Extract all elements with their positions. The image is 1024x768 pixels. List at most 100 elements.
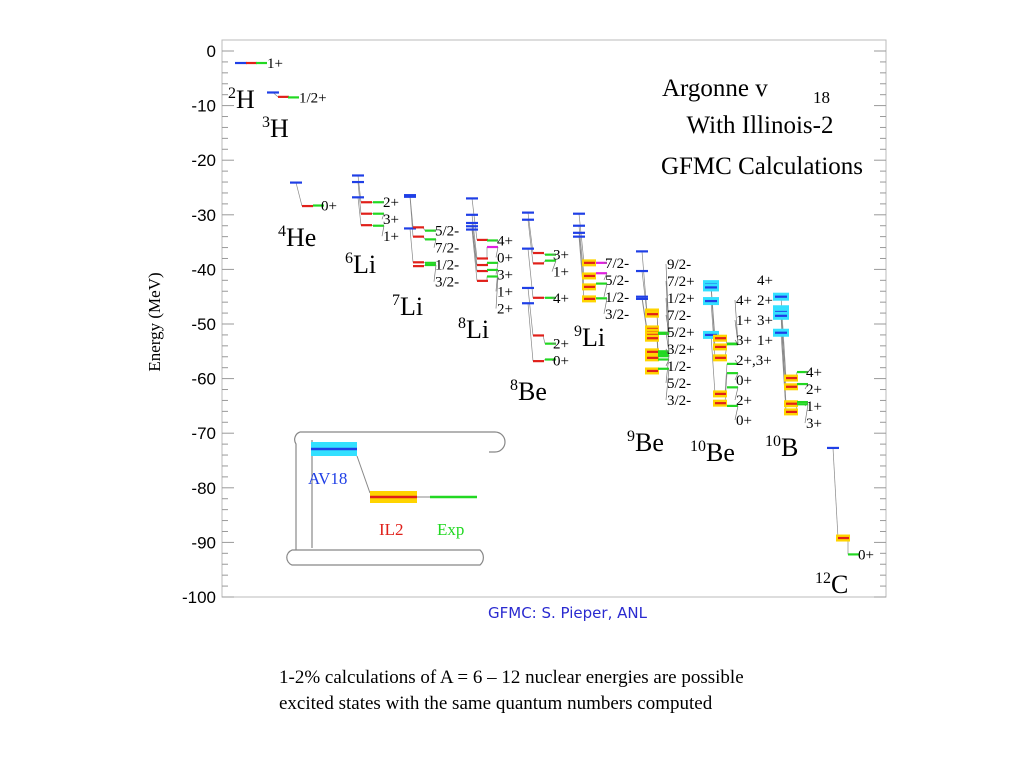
connector-line bbox=[471, 229, 478, 281]
exp-level-label: 2+ bbox=[736, 393, 752, 409]
exp-level-label: 0+ bbox=[321, 199, 337, 215]
connector-line bbox=[295, 182, 303, 207]
connector-line bbox=[578, 213, 585, 263]
connector-line bbox=[724, 373, 728, 404]
connector-line bbox=[471, 226, 478, 272]
exp-level-label: 7/2- bbox=[667, 308, 691, 324]
exp-level-label: 3+ bbox=[736, 333, 752, 349]
connector-line bbox=[471, 198, 478, 240]
label-leader-line bbox=[734, 299, 739, 344]
label-leader-line bbox=[495, 276, 499, 309]
nucleus-label-7Li: 7Li bbox=[392, 292, 423, 321]
exp-level-label: 1+ bbox=[553, 265, 569, 281]
label-leader-line bbox=[804, 404, 809, 424]
exp-level-label: 3/2- bbox=[667, 393, 691, 409]
exp-level-label: 1+ bbox=[383, 229, 399, 245]
connector-line bbox=[409, 228, 414, 263]
label-leader-line bbox=[734, 405, 739, 421]
exp-level-label: 5/2- bbox=[435, 224, 459, 240]
label-leader-line bbox=[603, 283, 608, 297]
exp-level-label: 5/2+ bbox=[667, 325, 695, 341]
label-leader-line bbox=[551, 260, 557, 272]
exp-level-label: 7/2- bbox=[605, 256, 629, 272]
exp-level-label: 0+ bbox=[497, 250, 513, 266]
label-leader-line bbox=[665, 280, 670, 334]
exp-level-label: 7/2+ bbox=[667, 274, 695, 290]
y-tick-label: -100 bbox=[182, 588, 216, 607]
label-leader-line bbox=[734, 387, 739, 401]
exp-level-label: 3/2+ bbox=[667, 342, 695, 358]
connector-line bbox=[724, 363, 728, 394]
y-tick-label: -10 bbox=[191, 97, 216, 116]
exp-level-label: 0+ bbox=[553, 354, 569, 370]
label-leader-line bbox=[551, 359, 557, 361]
exp-level-label: 0+ bbox=[858, 547, 874, 563]
y-tick-label: -90 bbox=[191, 533, 216, 552]
label-leader-line bbox=[433, 239, 437, 248]
exp-level-label: 3+ bbox=[497, 267, 513, 283]
exp-level-label: 1+ bbox=[806, 399, 822, 415]
nucleus-label-3H: 3H bbox=[262, 114, 289, 143]
legend-connector bbox=[356, 455, 371, 494]
exp-level-label: 3/2- bbox=[435, 275, 459, 291]
y-tick-label: -70 bbox=[191, 424, 216, 443]
legend-il2-label: IL2 bbox=[379, 520, 404, 539]
nucleus-label-8Be: 8Be bbox=[510, 377, 547, 406]
nucleus-label-9Li: 9Li bbox=[574, 323, 605, 352]
label-leader-line bbox=[495, 246, 499, 258]
computed-level-label: 3+ bbox=[757, 313, 773, 329]
computed-level-label: 1+ bbox=[757, 333, 773, 349]
exp-level-label: 4+ bbox=[553, 291, 569, 307]
exp-level-label: 3+ bbox=[383, 212, 399, 228]
y-tick-label: -40 bbox=[191, 260, 216, 279]
exp-level-label: 3/2- bbox=[605, 307, 629, 323]
label-leader-line bbox=[603, 273, 608, 280]
legend-scroll bbox=[286, 431, 506, 566]
exp-level-label: 2+ bbox=[383, 195, 399, 211]
connector-line bbox=[780, 332, 787, 412]
exp-level-label: 1+ bbox=[736, 313, 752, 329]
connector-line bbox=[527, 287, 534, 336]
caption-line-2: excited states with the same quantum num… bbox=[279, 693, 713, 714]
label-leader-line bbox=[381, 225, 385, 237]
label-leader-line bbox=[665, 368, 670, 400]
connector-line bbox=[832, 447, 839, 539]
label-leader-line bbox=[433, 264, 437, 282]
chart-title-line-1: Argonne v bbox=[662, 75, 768, 102]
exp-level-label: 2+ bbox=[553, 337, 569, 353]
nucleus-label-12C: 12C bbox=[815, 570, 848, 599]
nucleus-label-10Be: 10Be bbox=[690, 438, 735, 467]
exp-level-label: 4+ bbox=[806, 365, 822, 381]
y-axis-label: Energy (MeV) bbox=[145, 272, 164, 371]
credit-text: GFMC: S. Pieper, ANL bbox=[488, 604, 647, 622]
y-tick-label: -80 bbox=[191, 479, 216, 498]
label-leader-line bbox=[665, 314, 670, 334]
connector-line bbox=[527, 248, 534, 298]
exp-level-label: 2+,3+ bbox=[736, 353, 772, 369]
exp-level-label: 3+ bbox=[553, 248, 569, 264]
legend-exp-label: Exp bbox=[437, 520, 464, 539]
computed-level-label: 4+ bbox=[757, 273, 773, 289]
exp-level-label: 1+ bbox=[497, 284, 513, 300]
exp-level-label: 4+ bbox=[497, 233, 513, 249]
nucleus-label-10B: 10B bbox=[765, 433, 798, 462]
exp-level-label: 1/2- bbox=[605, 290, 629, 306]
connector-line bbox=[710, 334, 716, 394]
connector-line bbox=[641, 296, 648, 329]
connector-line bbox=[409, 196, 414, 237]
nucleus-label-2H: 2H bbox=[228, 85, 255, 114]
label-leader-line bbox=[603, 298, 608, 314]
label-leader-line bbox=[665, 331, 670, 353]
label-leader-line bbox=[734, 359, 739, 365]
exp-level-label: 3+ bbox=[806, 416, 822, 432]
exp-level-label: 4+ bbox=[736, 293, 752, 309]
connector-line bbox=[527, 219, 534, 264]
connector-line bbox=[641, 251, 648, 313]
exp-level-label: 2+ bbox=[497, 301, 513, 317]
exp-level-label: 1/2+ bbox=[299, 90, 327, 106]
label-leader-line bbox=[381, 213, 385, 220]
legend-av18-label: AV18 bbox=[308, 469, 347, 488]
label-leader-line bbox=[804, 383, 809, 390]
label-leader-line bbox=[734, 372, 739, 381]
y-tick-label: 0 bbox=[207, 42, 216, 61]
